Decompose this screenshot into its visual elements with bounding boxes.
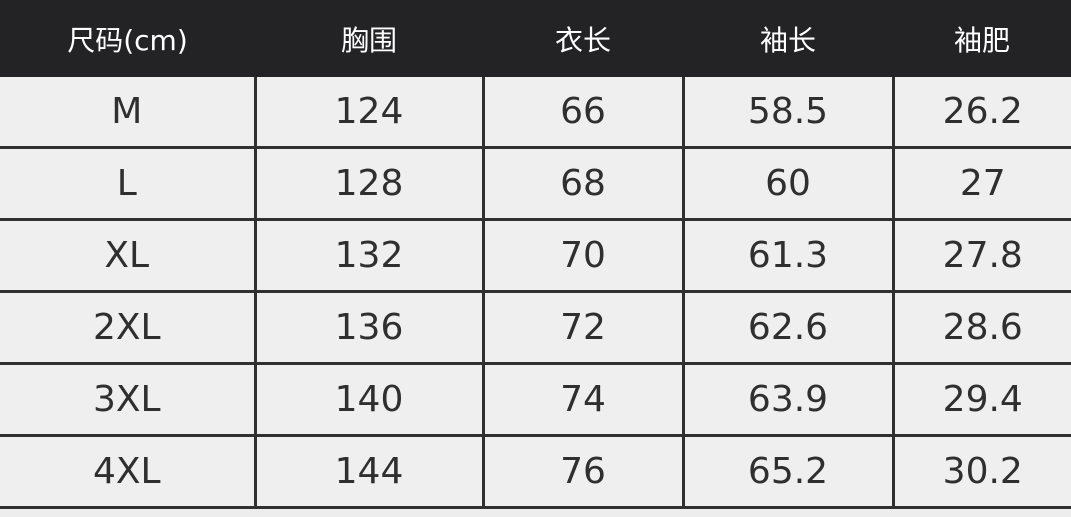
header-size: 尺码(cm)	[0, 0, 255, 77]
table-row: 3XL 140 74 63.9 29.4	[0, 362, 1071, 437]
table-row: M 124 66 58.5 26.2	[0, 77, 1071, 149]
cell-chest: 144	[253, 434, 485, 509]
cell-sleeve-width: 27	[891, 146, 1071, 221]
table-row: XL 132 70 61.3 27.8	[0, 218, 1071, 293]
cell-sleeve-length: 58.5	[681, 77, 895, 149]
size-chart-body: M 124 66 58.5 26.2 L 128 68 60 27 XL 132 70 61.3 27.8 2…	[0, 77, 1071, 509]
cell-length: 72	[481, 290, 685, 365]
cell-sleeve-length: 61.3	[681, 218, 895, 293]
table-row: 4XL 144 76 65.2 30.2	[0, 434, 1071, 509]
cell-sleeve-length: 60	[681, 146, 895, 221]
cell-length: 68	[481, 146, 685, 221]
header-chest: 胸围	[255, 0, 483, 77]
cell-sleeve-width: 28.6	[891, 290, 1071, 365]
cell-size: 4XL	[0, 434, 257, 509]
cell-length: 70	[481, 218, 685, 293]
cell-chest: 132	[253, 218, 485, 293]
header-sleeve-width: 袖肥	[893, 0, 1071, 77]
cell-length: 66	[481, 77, 685, 149]
cell-sleeve-length: 62.6	[681, 290, 895, 365]
cell-size: L	[0, 146, 257, 221]
cell-size: 3XL	[0, 362, 257, 437]
cell-chest: 128	[253, 146, 485, 221]
header-sleeve-length: 袖长	[683, 0, 893, 77]
cell-sleeve-length: 65.2	[681, 434, 895, 509]
cell-sleeve-width: 26.2	[891, 77, 1071, 149]
header-length: 衣长	[483, 0, 683, 77]
cell-size: XL	[0, 218, 257, 293]
cell-length: 74	[481, 362, 685, 437]
table-row: 2XL 136 72 62.6 28.6	[0, 290, 1071, 365]
cell-size: 2XL	[0, 290, 257, 365]
cell-sleeve-length: 63.9	[681, 362, 895, 437]
size-chart-header: 尺码(cm) 胸围 衣长 袖长 袖肥	[0, 0, 1071, 77]
header-row: 尺码(cm) 胸围 衣长 袖长 袖肥	[0, 0, 1071, 77]
cell-chest: 136	[253, 290, 485, 365]
cell-sleeve-width: 27.8	[891, 218, 1071, 293]
cell-sleeve-width: 30.2	[891, 434, 1071, 509]
table-row: L 128 68 60 27	[0, 146, 1071, 221]
cell-sleeve-width: 29.4	[891, 362, 1071, 437]
cell-chest: 124	[253, 77, 485, 149]
cell-chest: 140	[253, 362, 485, 437]
cell-length: 76	[481, 434, 685, 509]
cell-size: M	[0, 77, 257, 149]
